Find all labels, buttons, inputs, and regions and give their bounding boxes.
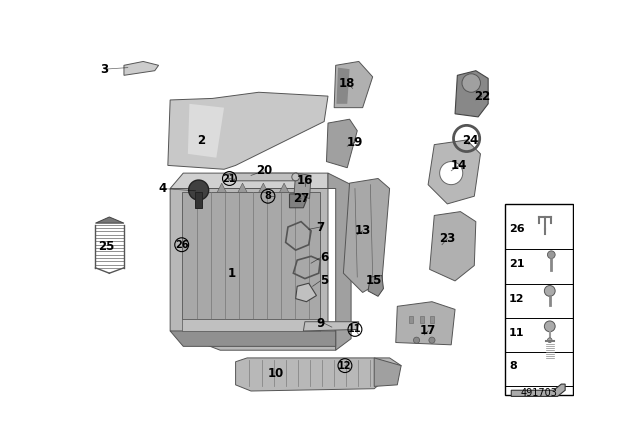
Text: 10: 10 — [268, 367, 284, 380]
Text: 17: 17 — [420, 324, 436, 337]
Bar — [420, 315, 424, 323]
Polygon shape — [296, 283, 316, 302]
Polygon shape — [374, 358, 401, 386]
Text: 3: 3 — [100, 63, 109, 76]
Text: 491703: 491703 — [520, 388, 557, 397]
Polygon shape — [294, 173, 311, 198]
Bar — [505, 204, 573, 395]
Polygon shape — [328, 173, 351, 350]
Circle shape — [462, 74, 481, 92]
Circle shape — [228, 173, 236, 181]
Polygon shape — [217, 183, 227, 192]
Text: 26: 26 — [175, 240, 188, 250]
Text: 13: 13 — [355, 224, 371, 237]
Polygon shape — [334, 61, 372, 108]
Polygon shape — [337, 68, 349, 104]
Polygon shape — [429, 211, 476, 281]
Polygon shape — [289, 194, 307, 208]
Polygon shape — [124, 61, 159, 75]
Polygon shape — [280, 183, 289, 192]
Text: 8: 8 — [509, 362, 516, 371]
Text: 1: 1 — [228, 267, 236, 280]
Text: 19: 19 — [347, 136, 363, 149]
Text: 2: 2 — [197, 134, 205, 146]
Polygon shape — [326, 119, 357, 168]
Text: 8: 8 — [264, 191, 271, 201]
Text: 27: 27 — [293, 192, 309, 205]
Text: 25: 25 — [98, 240, 115, 253]
Polygon shape — [344, 178, 390, 293]
Text: 7: 7 — [316, 220, 324, 233]
Text: 23: 23 — [439, 232, 456, 245]
Circle shape — [292, 173, 300, 181]
Polygon shape — [259, 183, 268, 192]
Text: 22: 22 — [474, 90, 490, 103]
Polygon shape — [170, 189, 336, 350]
Polygon shape — [511, 384, 565, 396]
Polygon shape — [188, 104, 224, 158]
Polygon shape — [368, 276, 383, 296]
Circle shape — [545, 321, 555, 332]
Text: 5: 5 — [320, 275, 328, 288]
Text: 20: 20 — [256, 164, 272, 177]
Polygon shape — [182, 319, 320, 331]
Text: 12: 12 — [509, 293, 524, 304]
Text: 24: 24 — [462, 134, 479, 146]
Circle shape — [413, 337, 420, 343]
Text: 26: 26 — [509, 224, 525, 234]
Polygon shape — [168, 92, 328, 169]
Text: 15: 15 — [366, 275, 382, 288]
Bar — [429, 315, 435, 323]
Text: 18: 18 — [339, 77, 355, 90]
Polygon shape — [236, 358, 401, 391]
Polygon shape — [230, 173, 297, 181]
Polygon shape — [95, 217, 124, 223]
Circle shape — [429, 337, 435, 343]
Polygon shape — [300, 183, 310, 192]
Polygon shape — [170, 173, 328, 189]
Polygon shape — [303, 322, 359, 331]
Text: 21: 21 — [509, 259, 524, 269]
Polygon shape — [238, 183, 247, 192]
Polygon shape — [170, 331, 336, 346]
Polygon shape — [396, 302, 455, 345]
Polygon shape — [196, 183, 205, 192]
Text: 6: 6 — [320, 251, 328, 264]
Circle shape — [547, 338, 552, 343]
Text: 14: 14 — [451, 159, 467, 172]
Bar — [409, 315, 413, 323]
Text: 4: 4 — [158, 182, 166, 195]
Text: 12: 12 — [338, 361, 352, 370]
Text: 11: 11 — [509, 327, 524, 337]
Polygon shape — [455, 71, 488, 117]
Text: 9: 9 — [316, 317, 324, 330]
Text: 16: 16 — [297, 174, 313, 187]
Text: 21: 21 — [223, 173, 236, 184]
Polygon shape — [428, 140, 481, 204]
Circle shape — [440, 162, 463, 185]
Text: 11: 11 — [348, 324, 362, 334]
Circle shape — [189, 180, 209, 200]
Circle shape — [547, 251, 555, 258]
Polygon shape — [182, 192, 320, 319]
Circle shape — [545, 285, 555, 296]
Bar — [195, 192, 202, 208]
